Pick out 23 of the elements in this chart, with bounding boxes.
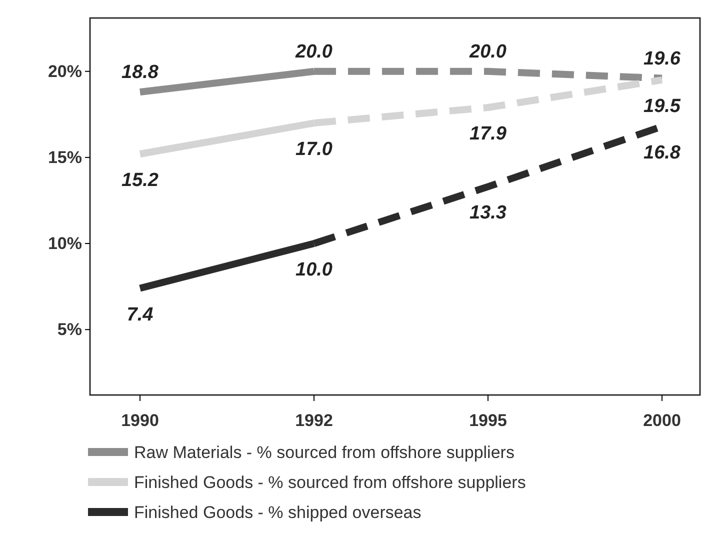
data-label: 16.8 xyxy=(644,142,681,164)
y-tick-label: 20% xyxy=(48,62,82,81)
x-tick-label: 1995 xyxy=(469,411,507,430)
legend-label: Raw Materials - % sourced from offshore suppliers xyxy=(134,443,514,462)
data-label: 17.9 xyxy=(470,124,507,145)
y-tick-label: 5% xyxy=(57,320,82,340)
data-label: 18.8 xyxy=(122,62,159,84)
x-tick-label: 1992 xyxy=(295,411,333,430)
data-label: 20.0 xyxy=(468,41,507,62)
y-tick-label: 15% xyxy=(48,148,82,167)
data-label: 7.4 xyxy=(126,304,154,326)
legend-label: Finished Goods - % shipped overseas xyxy=(134,503,422,522)
legend-label: Finished Goods - % sourced from offshore suppliers xyxy=(134,473,526,492)
x-tick-label: 2000 xyxy=(643,411,681,430)
data-label: 20.0 xyxy=(294,41,333,62)
data-label: 15.2 xyxy=(122,170,159,191)
data-label: 19.6 xyxy=(644,48,681,70)
data-label: 13.3 xyxy=(470,202,507,224)
y-tick-label: 10% xyxy=(48,234,82,253)
data-label: 19.5 xyxy=(644,96,681,117)
data-label: 10.0 xyxy=(296,260,333,281)
data-label: 17.0 xyxy=(296,139,333,160)
x-tick-label: 1990 xyxy=(121,411,159,430)
